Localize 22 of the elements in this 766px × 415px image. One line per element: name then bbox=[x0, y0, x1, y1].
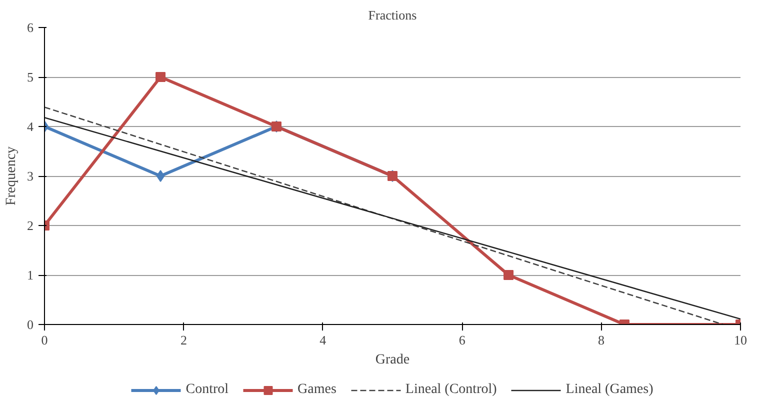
y-tick-label: 1 bbox=[27, 268, 34, 282]
x-tick-label: 8 bbox=[598, 332, 605, 348]
y-tick-label: 2 bbox=[27, 218, 34, 233]
legend-label: Control bbox=[186, 382, 229, 398]
y-tick-label: 0 bbox=[27, 317, 34, 332]
x-tick-label: 4 bbox=[320, 332, 327, 348]
y-axis-title: Frequency bbox=[4, 146, 19, 206]
chart-title: Fractions bbox=[368, 8, 417, 22]
x-tick-label: 2 bbox=[180, 332, 187, 348]
point bbox=[504, 270, 514, 280]
x-tick-label: 0 bbox=[41, 332, 48, 348]
x-axis-title: Grade bbox=[375, 352, 410, 368]
y-tick-label: 6 bbox=[27, 20, 34, 35]
point bbox=[156, 72, 166, 82]
x-tick-label: 6 bbox=[458, 332, 466, 348]
legend-label: Games bbox=[298, 382, 336, 398]
legend-label: Lineal (Control) bbox=[405, 382, 497, 398]
y-tick-label: 3 bbox=[27, 168, 34, 184]
y-tick-label: 5 bbox=[27, 70, 34, 84]
x-tick-label: 10 bbox=[734, 332, 747, 348]
y-tick-label: 4 bbox=[27, 119, 34, 134]
legend-label: Lineal (Games) bbox=[566, 382, 654, 398]
